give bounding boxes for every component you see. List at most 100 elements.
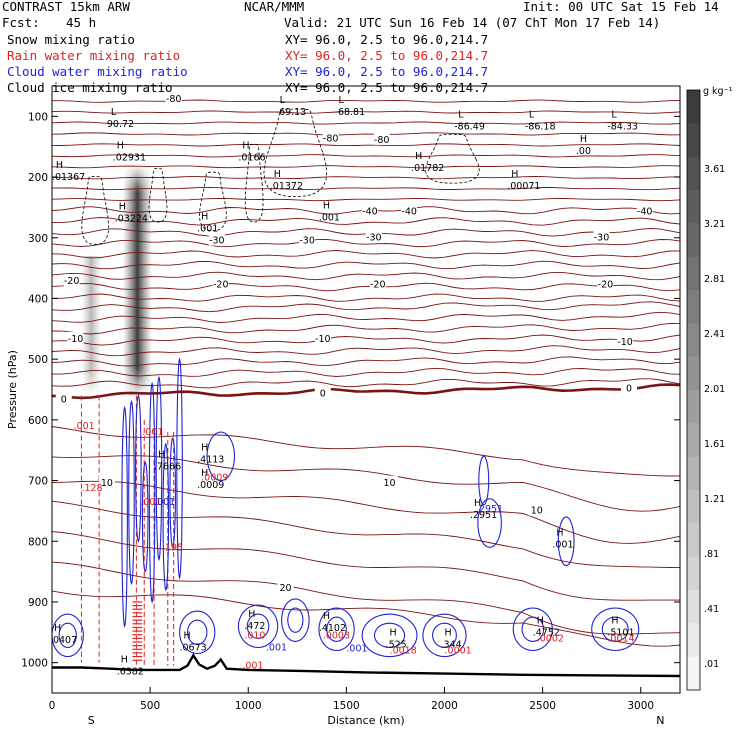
isotherm-line [52,121,680,125]
colorbar-tick-label: 3.61 [704,164,725,175]
extremum-value: .03224 [115,213,148,224]
x-tick-label: 1000 [235,700,262,712]
isotherm-label-bg [528,503,545,516]
isotherm-label: -30 [209,236,225,247]
isotherm-label-bg [373,132,390,145]
cloud-ice-contour [244,143,264,223]
extremum-marker: H [119,201,126,212]
colorbar-segment [687,290,700,324]
extremum-marker: H [201,212,208,223]
isotherm-label-bg [381,475,398,488]
extremum-value: .0407 [50,635,77,646]
isotherm-line [52,293,680,302]
freezing-level-line [52,383,680,400]
cloud-water-contour [361,613,418,658]
colorbar-tick-label: 2.81 [704,274,725,285]
extremum-marker: H [445,627,452,638]
isotherm-label-bg [620,381,637,394]
isotherm-label: -80 [323,134,339,145]
extremum-value: .7666 [154,462,181,473]
isotherm-label-bg [636,204,653,217]
rain-label: .0001 [445,646,472,657]
cloud-water-contour [512,607,553,652]
extremum-value: -86.49 [454,122,485,133]
extremum-marker: H [56,160,63,171]
isotherm-label: -10 [68,334,84,345]
cloud-water-contour [206,431,236,482]
rain-label: .0003 [323,630,350,641]
isotherm-label-bg [593,230,610,243]
isotherm-line [52,282,680,292]
colorbar-segment [687,523,700,558]
colorbar-tick-label: .01 [704,659,719,670]
extremum-marker: H [54,623,61,634]
extremum-marker: H [117,141,124,152]
colorbar-segment [687,156,700,191]
isotherm-label: 0 [626,384,632,395]
cloud-water-contour [601,616,629,642]
x-tick-label: 2500 [529,700,556,712]
colorbar-segment [687,123,700,158]
cloud-water-contour [478,455,490,506]
isotherm-line [52,143,680,147]
plot-frame [51,85,681,694]
colorbar-segment [687,356,700,391]
extremum-marker: H [474,498,481,509]
cloud-water-contour [162,442,170,592]
isotherm-label-bg [67,331,84,344]
isotherm-label: 0 [320,389,326,400]
extremum-value: .6382 [117,667,144,678]
isotherm-label: 0 [61,395,67,406]
extremum-marker: H [580,134,587,145]
isotherm-label-bg [322,131,339,144]
isotherm-label: -40 [401,206,417,217]
rain-label: .001 [142,427,163,438]
isotherm-label: -20 [213,279,229,290]
isotherm-label: -30 [366,233,382,244]
extremum-marker: H [323,201,330,212]
isotherm-label-bg [361,204,378,217]
rain-label: .010 [244,630,265,641]
extremum-value: -68.81 [335,107,366,118]
isotherm-line [52,367,680,377]
field-name-cloud-ice: Cloud ice mixing ratio [7,80,173,95]
extremum-marker: H [242,141,249,152]
colorbar-tick-label: 3.21 [704,219,725,230]
extremum-value: .4113 [197,454,224,465]
cloud-water-contour [373,622,406,649]
colorbar-segment [687,590,700,624]
extremum-marker: L [111,107,117,118]
colorbar-segment [687,323,700,358]
isotherm-label-bg [277,580,294,593]
cloud-water-contour [128,399,135,586]
colorbar-segment [687,223,700,258]
colorbar-tick-label: .41 [704,604,719,615]
extremum-value: .525 [386,639,407,650]
y-tick-label: 600 [28,415,48,427]
extremum-value: .01782 [411,163,444,174]
x-tick-label: 0 [49,700,56,712]
field-name-cloud-water: Cloud water mixing ratio [7,64,188,79]
colorbar-tick-label: 2.01 [704,384,725,395]
isotherm-line [52,531,680,601]
y-tick-label: 500 [28,354,48,366]
colorbar-segment [687,490,700,524]
rain-label: .0014 [607,633,634,644]
y-tick-label: 700 [28,476,48,488]
rain-label: .001 [242,661,263,672]
rain-label: .195 [162,542,183,553]
extremum-value: .344 [441,639,462,650]
cloud-water-contour [281,598,310,642]
isotherm-line [52,186,680,191]
isotherm-line [52,165,680,169]
isotherm-label-bg [165,92,182,105]
extremum-marker: H [323,611,330,622]
isotherm-line [52,250,680,259]
extremum-value: .4102 [319,623,346,634]
cloud-water-label: .001 [154,497,175,508]
isotherm-line [52,197,680,202]
extremum-value: -84.33 [607,122,638,133]
isotherm-label-bg [212,277,229,290]
extremum-marker: H [511,169,518,180]
